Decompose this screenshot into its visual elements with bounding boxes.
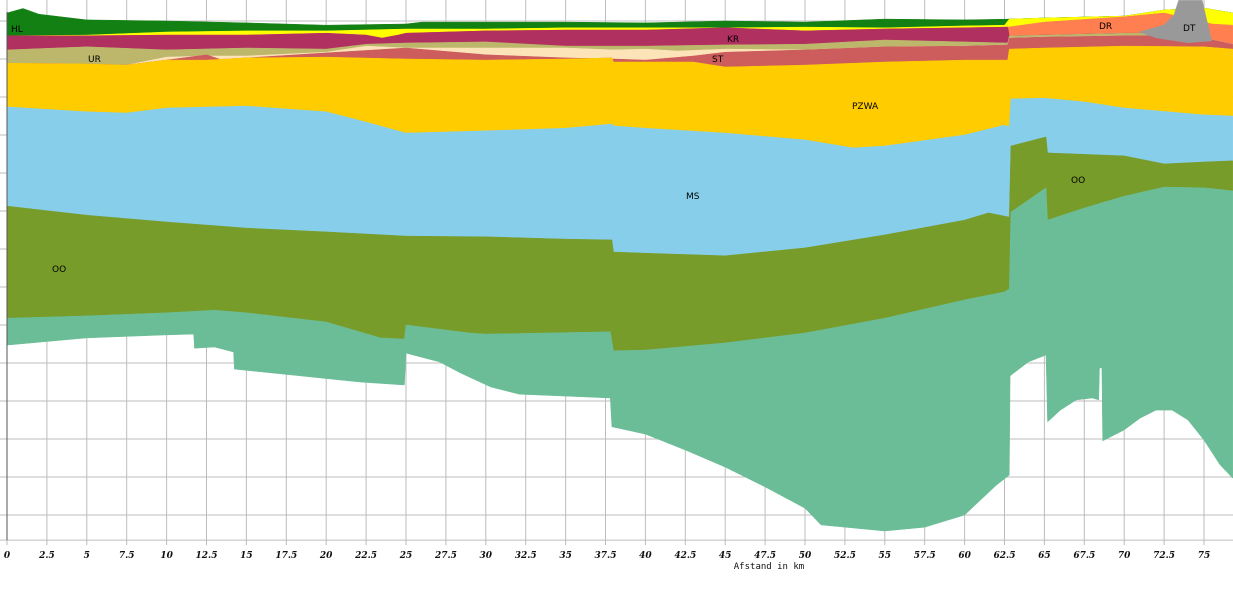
x-tick-label: 27.5 — [434, 551, 457, 561]
x-tick-label: 12.5 — [196, 551, 218, 561]
x-tick-label: 42.5 — [674, 551, 696, 561]
x-tick-label: 60 — [958, 551, 971, 561]
layer-label-oo: OO — [1071, 176, 1085, 186]
x-tick-label: 62.5 — [994, 551, 1016, 561]
x-tick-label: 50 — [799, 551, 812, 561]
x-tick-label: 35 — [559, 551, 572, 561]
layer-unnamed-10 — [6, 186, 1233, 532]
x-tick-label: 10 — [160, 551, 173, 561]
x-tick-label: 52.5 — [834, 551, 856, 561]
x-tick-label: 25 — [399, 551, 413, 561]
x-tick-label: 20 — [319, 551, 333, 561]
x-tick-label: 75 — [1198, 551, 1211, 561]
x-tick-label: 57.5 — [914, 551, 936, 561]
x-tick-label: 70 — [1118, 551, 1131, 561]
axes: 0 2.5 5 7.5 10 12.5 15 17.5 20 22.5 25 27.5 30 32.5 35… — [4, 12, 1210, 561]
layer-label-dt: DT — [1183, 24, 1196, 34]
x-tick-label: 40 — [639, 551, 652, 561]
x-tick-label: 65 — [1038, 551, 1051, 561]
x-tick-label: 55 — [879, 551, 892, 561]
x-tick-label: 67.5 — [1073, 551, 1095, 561]
layers — [6, 0, 1233, 532]
x-tick-label: 17.5 — [275, 551, 297, 561]
layer-label-ur: UR — [88, 55, 101, 65]
x-axis-label: Afstand in km — [734, 562, 804, 572]
layer-label-oo: OO — [52, 265, 66, 275]
layer-label-hl: HL — [11, 25, 23, 35]
layer-label-st: ST — [712, 55, 724, 65]
x-tick-label: 72.5 — [1153, 551, 1175, 561]
x-tick-label: 0 — [4, 551, 11, 561]
x-tick-label: 2.5 — [38, 551, 55, 561]
x-tick-label: 15 — [240, 551, 253, 561]
x-tick-label: 22.5 — [354, 551, 377, 561]
x-tick-label: 7.5 — [119, 551, 135, 561]
layer-label-kr: KR — [727, 35, 739, 45]
x-tick-label: 47.5 — [754, 551, 776, 561]
layer-label-dr: DR — [1099, 22, 1112, 32]
layer-dt — [1138, 0, 1212, 44]
x-tick-label: 32.5 — [515, 551, 537, 561]
x-tick-label: 45 — [719, 551, 732, 561]
layer-label-ms: MS — [686, 192, 700, 202]
layer-label-pzwa: PZWA — [852, 102, 879, 112]
x-tick-label: 37.5 — [595, 551, 617, 561]
x-tick-label: 30 — [480, 551, 493, 561]
x-tick-label: 5 — [84, 551, 90, 561]
